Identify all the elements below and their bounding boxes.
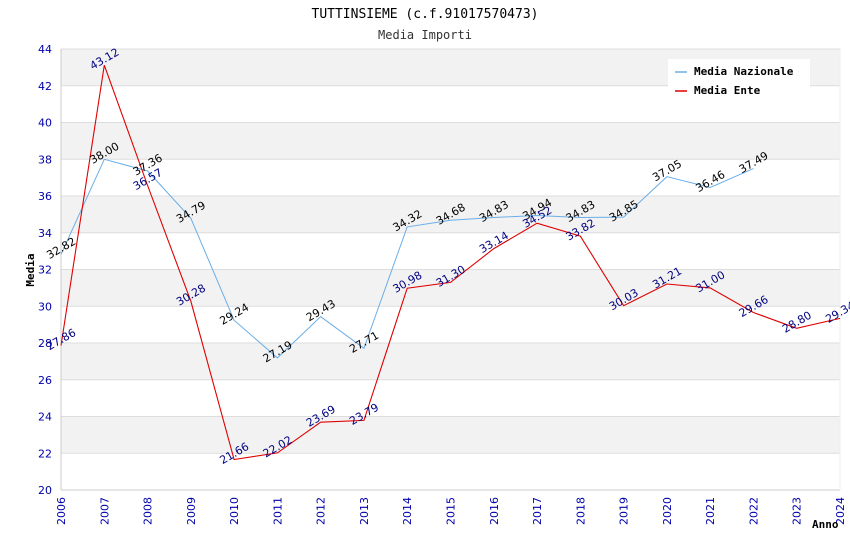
x-tick-label: 2009 xyxy=(185,497,198,525)
x-tick-label: 2016 xyxy=(488,497,501,525)
x-tick-label: 2006 xyxy=(55,497,68,525)
grid-bands xyxy=(61,49,840,454)
legend: Media Nazionale Media Ente xyxy=(668,59,810,99)
y-tick-label: 36 xyxy=(38,190,52,203)
y-tick-label: 42 xyxy=(38,80,52,93)
grid-band xyxy=(61,122,840,160)
x-axis-label: Anno xyxy=(812,518,839,531)
chart-title: TUTTINSIEME (c.f.91017570473) xyxy=(312,7,539,22)
y-tick-label: 20 xyxy=(38,484,52,497)
y-axis-label: Media xyxy=(24,253,37,286)
x-tick-label: 2019 xyxy=(618,497,631,525)
data-label-media-nazionale: 36.46 xyxy=(694,168,728,195)
x-tick-label: 2022 xyxy=(747,497,760,525)
series-line-media-ente xyxy=(60,65,841,461)
x-tick-label: 2007 xyxy=(98,497,111,525)
y-tick-label: 24 xyxy=(38,411,52,424)
grid-lines xyxy=(61,48,840,491)
x-tick-label: 2012 xyxy=(315,497,328,525)
x-tick-label: 2015 xyxy=(445,497,458,525)
grid-band xyxy=(61,343,840,380)
x-tick-label: 2021 xyxy=(704,497,717,525)
y-tick-label: 28 xyxy=(38,337,52,350)
x-tick-label: 2018 xyxy=(574,497,587,525)
y-tick-label: 26 xyxy=(38,374,52,387)
y-tick-label: 32 xyxy=(38,264,52,277)
x-tick-label: 2010 xyxy=(228,497,241,525)
legend-background xyxy=(668,59,810,99)
y-tick-labels: 20 22 24 26 28 30 32 34 36 38 40 42 44 xyxy=(38,43,52,497)
y-tick-label: 44 xyxy=(38,43,52,56)
legend-label-media-ente: Media Ente xyxy=(694,84,761,97)
x-tick-labels: 2006 2007 2008 2009 2010 2011 2012 2013 2014 2015… xyxy=(55,497,847,525)
x-tick-label: 2024 xyxy=(834,497,847,525)
x-tick-label: 2017 xyxy=(531,497,544,525)
series-line-media-nazionale xyxy=(60,158,754,359)
grid-band xyxy=(61,196,840,233)
x-tick-label: 2013 xyxy=(358,497,371,525)
x-tick-label: 2020 xyxy=(661,497,674,525)
x-tick-label: 2011 xyxy=(271,497,284,525)
x-tick-label: 2014 xyxy=(401,497,414,525)
y-tick-label: 38 xyxy=(38,153,52,166)
x-tick-label: 2008 xyxy=(142,497,155,525)
y-tick-label: 34 xyxy=(38,227,52,240)
y-tick-label: 30 xyxy=(38,300,52,313)
y-tick-label: 22 xyxy=(38,447,52,460)
y-tick-label: 40 xyxy=(38,117,52,130)
x-tick-label: 2023 xyxy=(791,497,804,525)
chart-subtitle: Media Importi xyxy=(378,28,472,42)
data-label-media-ente: 28.80 xyxy=(780,309,814,336)
legend-label-media-nazionale: Media Nazionale xyxy=(694,65,794,78)
axes xyxy=(60,49,841,491)
grid-band xyxy=(61,416,840,454)
series-lines xyxy=(60,65,841,461)
